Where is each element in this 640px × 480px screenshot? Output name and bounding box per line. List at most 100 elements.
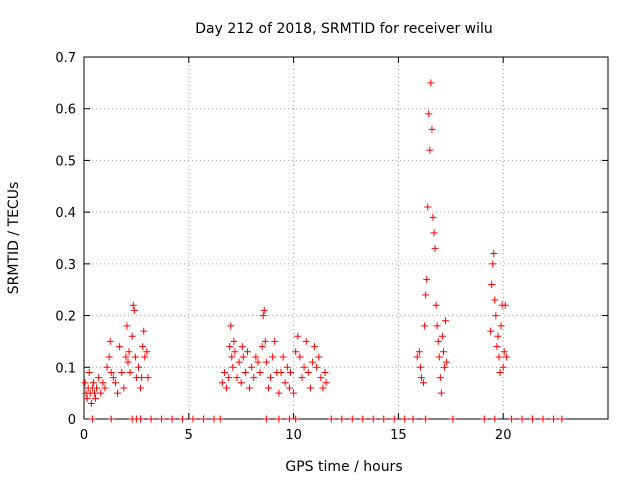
- data-point: [434, 337, 442, 345]
- data-point: [497, 322, 505, 330]
- data-point: [390, 415, 398, 423]
- data-point: [88, 415, 96, 423]
- data-point: [322, 379, 330, 387]
- y-tick-label: 0: [68, 413, 76, 428]
- data-point: [258, 343, 266, 351]
- data-point: [348, 415, 356, 423]
- data-point: [262, 358, 270, 366]
- data-point: [500, 348, 508, 356]
- data-point: [308, 358, 316, 366]
- data-point: [430, 229, 438, 237]
- data-point: [425, 110, 433, 118]
- data-point: [302, 337, 310, 345]
- data-point: [90, 389, 98, 397]
- data-point: [437, 389, 445, 397]
- data-point: [107, 368, 115, 376]
- data-point: [199, 415, 207, 423]
- data-point: [123, 322, 131, 330]
- data-point: [439, 348, 447, 356]
- data-point: [228, 353, 236, 361]
- data-point: [315, 353, 323, 361]
- data-point: [143, 348, 151, 356]
- data-point: [327, 415, 335, 423]
- data-point: [319, 384, 327, 392]
- data-point: [416, 363, 424, 371]
- x-tick-label: 5: [185, 428, 193, 443]
- data-point: [275, 389, 283, 397]
- data-point: [550, 415, 558, 423]
- data-point: [105, 353, 113, 361]
- data-point: [216, 415, 224, 423]
- data-point: [426, 146, 434, 154]
- x-tick-label: 10: [285, 428, 302, 443]
- data-point: [417, 374, 425, 382]
- data-point: [81, 379, 89, 387]
- data-point: [260, 306, 268, 314]
- data-point: [122, 353, 130, 361]
- data-point: [286, 368, 294, 376]
- data-point: [189, 415, 197, 423]
- data-point: [269, 353, 277, 361]
- data-point: [229, 363, 237, 371]
- data-point: [262, 415, 270, 423]
- data-point: [306, 384, 314, 392]
- data-point: [275, 415, 283, 423]
- x-tick-label: 0: [80, 428, 88, 443]
- data-point: [508, 415, 516, 423]
- grid: [84, 57, 608, 419]
- data-point: [126, 368, 134, 376]
- data-point: [254, 358, 262, 366]
- data-point: [283, 363, 291, 371]
- data-point: [300, 363, 308, 371]
- data-point: [501, 301, 509, 309]
- data-point: [93, 384, 101, 392]
- data-point: [218, 379, 226, 387]
- data-point: [226, 343, 234, 351]
- data-point: [130, 306, 138, 314]
- y-axis-label: SRMTID / TECUs: [6, 182, 22, 295]
- data-point: [494, 332, 502, 340]
- data-point: [264, 384, 272, 392]
- data-point: [421, 322, 429, 330]
- x-axis-label: GPS time / hours: [285, 459, 402, 475]
- data-point: [422, 291, 430, 299]
- data-point: [246, 384, 254, 392]
- data-point: [210, 415, 218, 423]
- data-point: [230, 337, 238, 345]
- data-point: [529, 415, 537, 423]
- data-point: [380, 415, 388, 423]
- data-point: [488, 281, 496, 289]
- data-point: [250, 374, 258, 382]
- data-point: [220, 368, 228, 376]
- data-point: [109, 374, 117, 382]
- data-point: [281, 379, 289, 387]
- data-point: [139, 343, 147, 351]
- data-point: [140, 327, 148, 335]
- data-point: [359, 415, 367, 423]
- data-point: [92, 394, 100, 402]
- data-point: [449, 415, 457, 423]
- data-point: [124, 358, 132, 366]
- data-point: [95, 374, 103, 382]
- y-tick-label: 0.3: [55, 258, 76, 273]
- data-point: [256, 368, 264, 376]
- data-point: [292, 348, 300, 356]
- data-point: [252, 353, 260, 361]
- data-point: [238, 343, 246, 351]
- axis-ticks: 0 5 10 15 20 0 0.1 0.2 0.3 0.4 0.5 0.6 0.7: [55, 51, 608, 443]
- data-point: [493, 343, 501, 351]
- data-point: [120, 384, 128, 392]
- data-point: [158, 415, 166, 423]
- data-point: [429, 213, 437, 221]
- data-point: [502, 353, 510, 361]
- data-point: [422, 415, 430, 423]
- data-point: [129, 301, 137, 309]
- data-point: [489, 260, 497, 268]
- data-point: [441, 363, 449, 371]
- data-point: [296, 353, 304, 361]
- data-point: [415, 348, 423, 356]
- data-point: [298, 374, 306, 382]
- data-point: [401, 415, 409, 423]
- x-tick-label: 15: [390, 428, 407, 443]
